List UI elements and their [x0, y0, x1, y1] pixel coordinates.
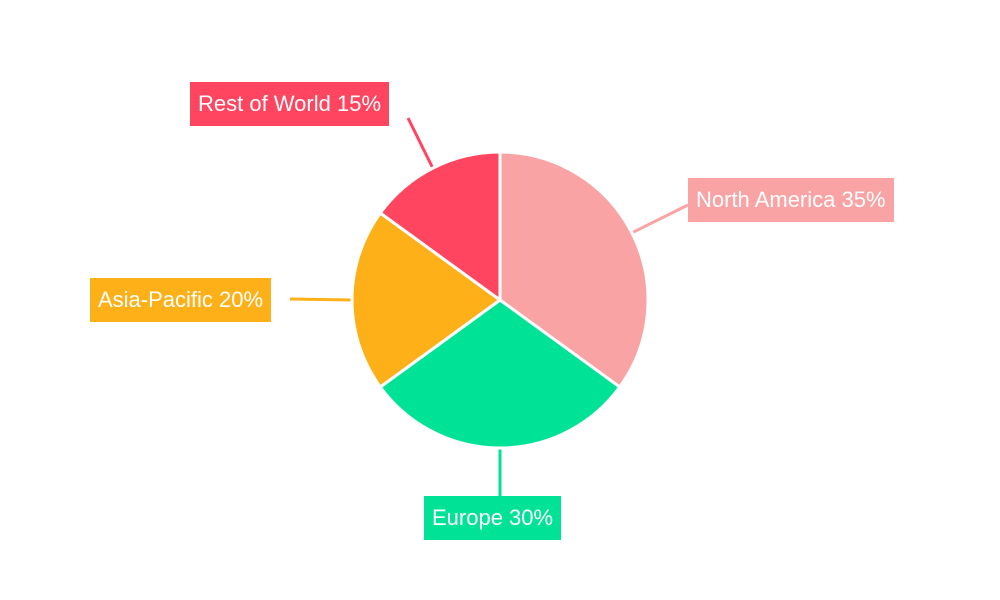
slice-europe[interactable] — [378, 298, 622, 450]
slice-north-america[interactable] — [498, 150, 650, 390]
label-north-america: North America 35% — [688, 178, 894, 222]
label-rest-of-world: Rest of World 15% — [190, 82, 390, 126]
label-asia-pacific: Asia-Pacific 20% — [90, 278, 272, 322]
label-europe: Europe 30% — [424, 496, 562, 540]
slice-rest-of-world[interactable] — [378, 150, 502, 303]
slice-asia-pacific[interactable] — [350, 210, 503, 390]
leader-line — [406, 117, 435, 169]
leader-line — [289, 297, 353, 302]
leader-line — [631, 203, 689, 235]
